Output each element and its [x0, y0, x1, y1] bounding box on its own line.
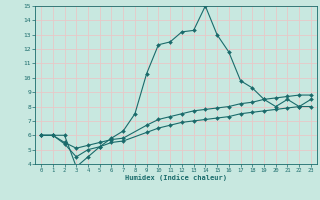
X-axis label: Humidex (Indice chaleur): Humidex (Indice chaleur) [125, 175, 227, 181]
